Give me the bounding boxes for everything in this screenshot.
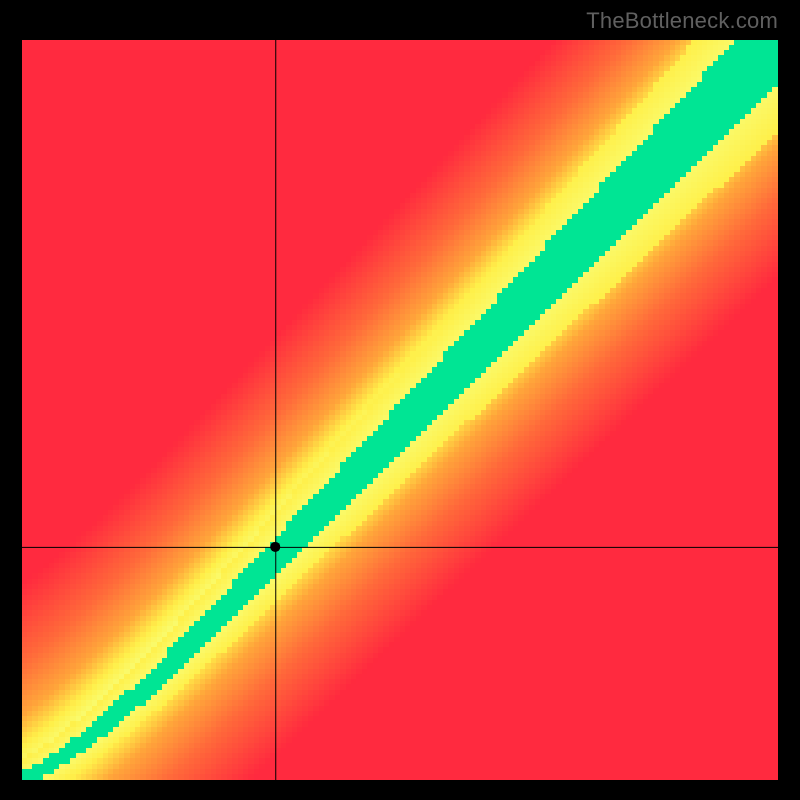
heatmap-canvas bbox=[22, 40, 778, 780]
watermark-text: TheBottleneck.com bbox=[586, 8, 778, 34]
bottleneck-heatmap bbox=[22, 40, 778, 780]
